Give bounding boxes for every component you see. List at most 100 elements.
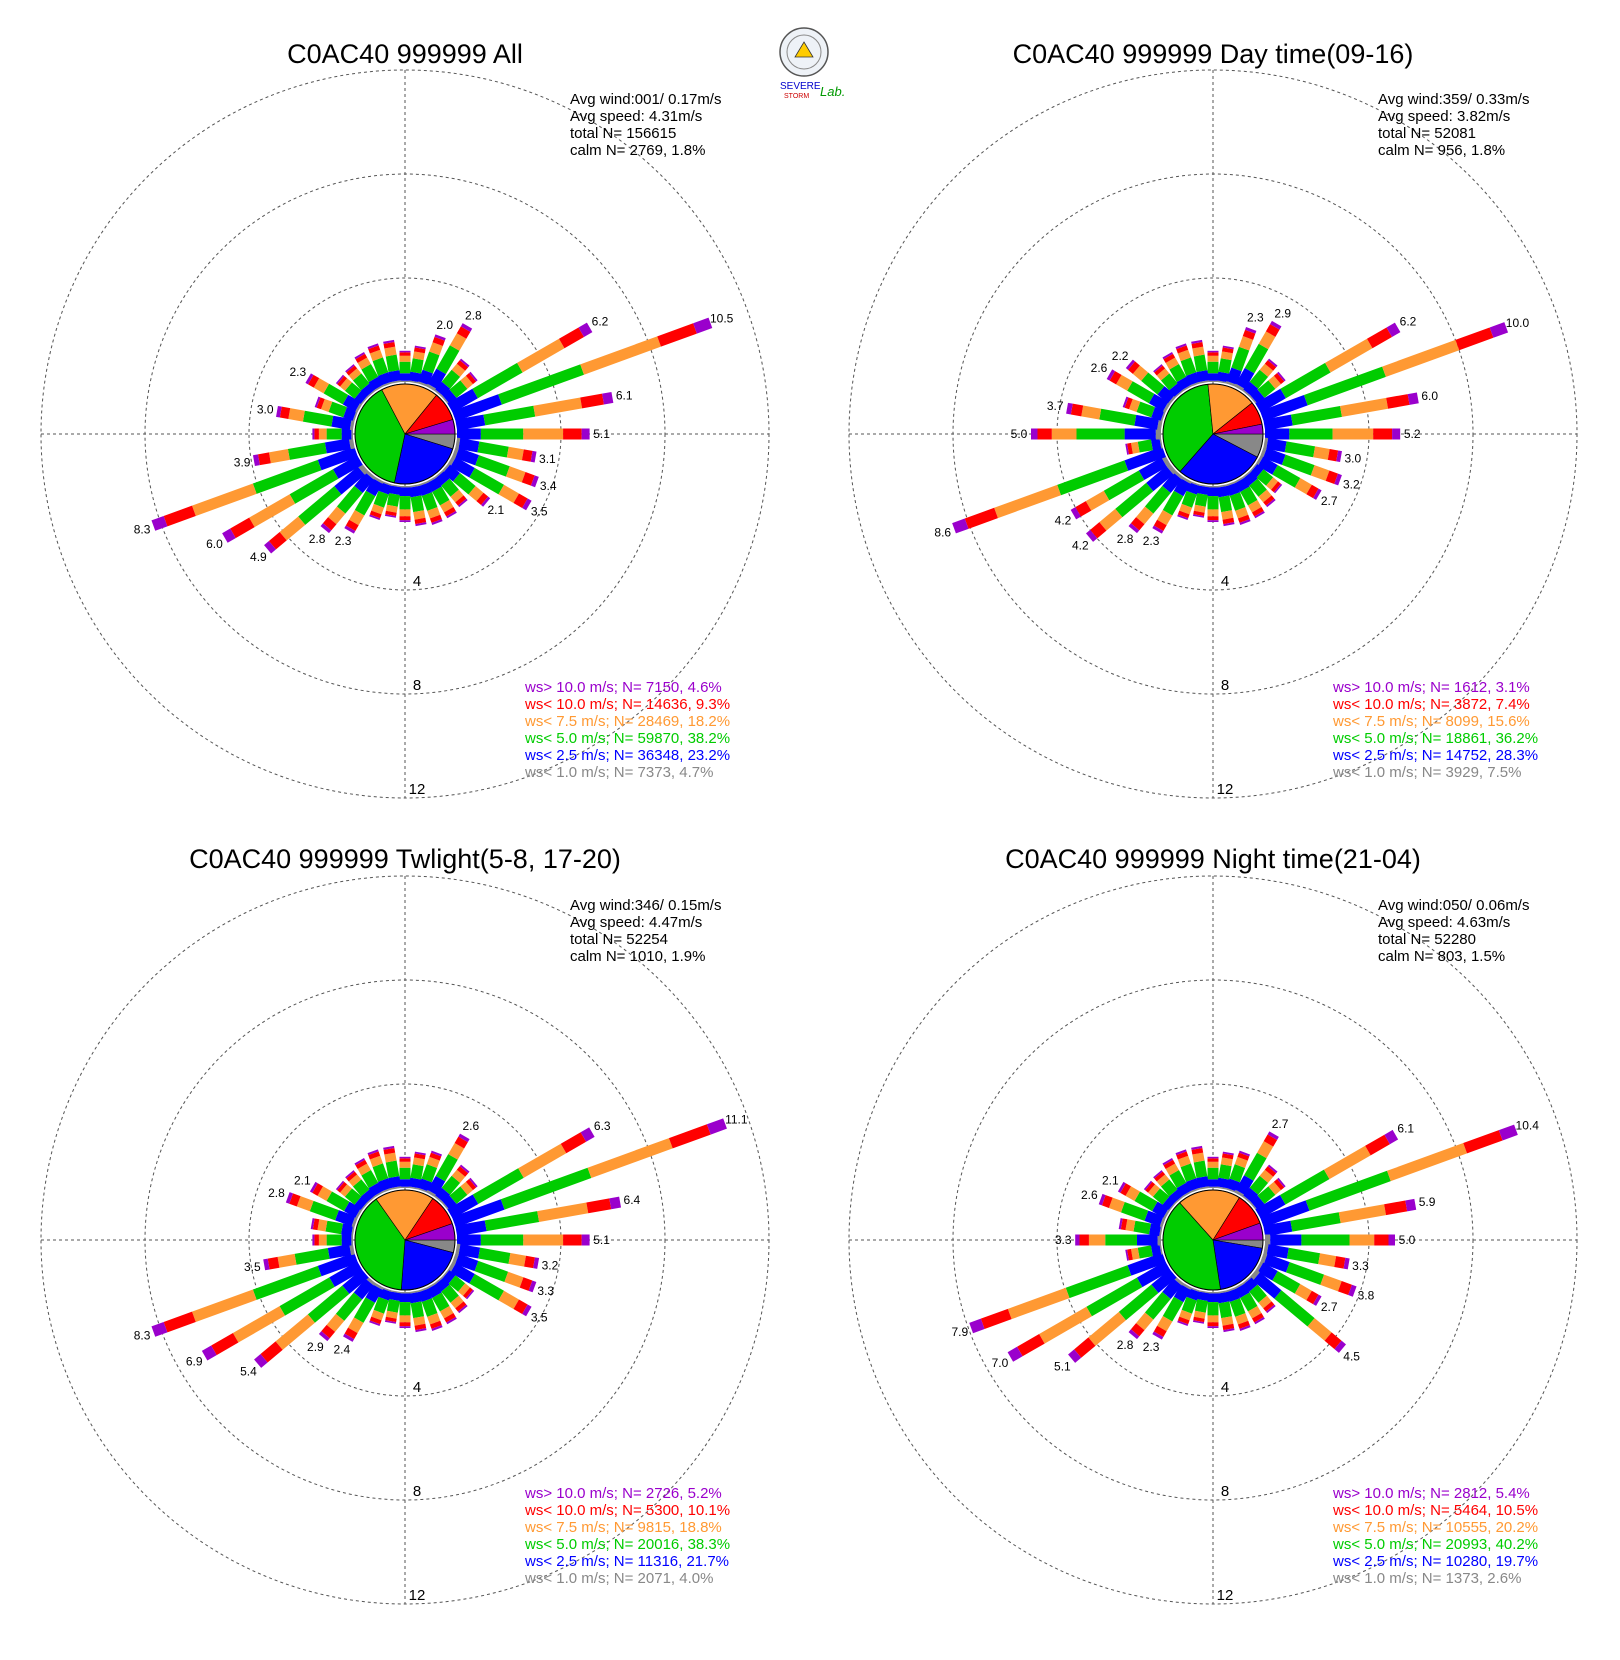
petal-segment	[412, 1157, 425, 1167]
petal-segment	[1234, 383, 1246, 392]
petal-segment	[448, 1143, 465, 1160]
petal-segment	[1249, 395, 1258, 405]
petal-segment	[474, 1260, 509, 1283]
petal-segment	[408, 1291, 422, 1304]
legend-entry-lt75: ws< 7.5 m/s; N= 28469, 18.2%	[524, 713, 730, 730]
calm-n-stat: calm N= 2769, 1.8%	[570, 142, 706, 159]
petal-segment	[435, 1187, 451, 1203]
petal-segment	[657, 323, 697, 347]
avg-wind-stat: Avg wind:050/ 0.06m/s	[1378, 897, 1529, 914]
petal-segment	[429, 342, 443, 356]
petal-segment	[279, 516, 306, 541]
petal-segment	[348, 1174, 362, 1187]
petal-segment	[454, 1136, 468, 1149]
petal-segment	[373, 490, 389, 508]
legend-entry-lt25: ws< 2.5 m/s; N= 36348, 23.2%	[524, 747, 730, 764]
petal-segment	[1266, 438, 1287, 453]
petal-segment	[1118, 1284, 1159, 1321]
petal-segment	[279, 406, 291, 420]
petal-70: 10.5	[451, 312, 734, 422]
petal-segment	[1098, 1193, 1106, 1206]
petal-segment	[326, 1191, 350, 1212]
petal-segment	[1163, 353, 1176, 363]
petal-segment	[317, 1252, 359, 1277]
legend-entry-lt75: ws< 7.5 m/s; N= 9815, 18.8%	[524, 1519, 722, 1536]
petal-segment	[355, 1159, 368, 1169]
petal-90: 5.0	[1265, 1233, 1416, 1247]
petal-segment	[1325, 338, 1373, 373]
petal-segment	[469, 467, 505, 495]
avg-wind-stat: Avg wind:346/ 0.15m/s	[570, 897, 721, 914]
petal-segment	[1405, 1198, 1417, 1212]
petal-segment	[446, 510, 457, 519]
petal-segment	[316, 397, 325, 410]
petal-segment	[285, 1192, 294, 1204]
petal-segment	[456, 1166, 469, 1177]
petal-segment	[1125, 359, 1136, 370]
petal-segment	[383, 341, 396, 349]
petal-segment	[518, 1143, 567, 1178]
petal-segment	[1273, 373, 1285, 385]
petal-segment	[1175, 1149, 1187, 1156]
legend-entry-lt5: ws< 5.0 m/s; N= 18861, 36.2%	[1332, 730, 1538, 747]
petal-segment	[519, 1277, 533, 1291]
petal-segment	[1191, 1147, 1204, 1155]
petal-segment	[446, 1316, 457, 1325]
petal-segment	[346, 365, 358, 376]
petal-label: 8.6	[934, 525, 951, 539]
petal-210: 2.3	[1143, 1282, 1192, 1354]
petal-segment	[361, 1169, 379, 1189]
petal-segment	[1237, 1152, 1250, 1161]
petal-segment	[1074, 1337, 1096, 1358]
petal-segment	[1169, 1189, 1183, 1203]
petal-280	[310, 1218, 355, 1237]
petal-segment	[1181, 1282, 1192, 1290]
petal-segment	[365, 478, 383, 497]
petal-segment	[1161, 455, 1171, 467]
legend-entry-lt25: ws< 2.5 m/s; N= 11316, 21.7%	[524, 1553, 729, 1570]
petal-segment	[429, 1320, 442, 1329]
petal-segment	[455, 1301, 467, 1312]
petal-segment	[533, 397, 583, 417]
petal-segment	[1162, 1296, 1184, 1322]
petal-segment	[1088, 1311, 1126, 1346]
petal-160	[417, 1286, 443, 1331]
logo-text-lab: Lab.	[820, 84, 845, 99]
petal-segment	[1489, 322, 1509, 338]
logo-seal-ring	[786, 34, 822, 70]
petal-segment	[442, 1270, 456, 1284]
petal-segment	[468, 486, 484, 502]
petal-segment	[560, 1132, 587, 1154]
petal-segment	[365, 1284, 383, 1303]
petal-segment	[1247, 1306, 1262, 1319]
petal-segment	[1196, 370, 1210, 383]
petal-segment	[1263, 495, 1275, 506]
petal-segment	[323, 383, 349, 405]
petal-300: 2.6	[1091, 361, 1171, 413]
petal-segment	[1249, 369, 1269, 389]
legend-entry-lt1: ws< 1.0 m/s; N= 7373, 4.7%	[524, 764, 713, 781]
petal-segment	[1277, 371, 1286, 382]
petal-segment	[371, 503, 385, 515]
petal-segment	[483, 405, 536, 426]
petal-segment	[417, 1187, 429, 1194]
petal-segment	[344, 1188, 362, 1205]
petal-segment	[1065, 1265, 1132, 1299]
legend-entry-lt1: ws< 1.0 m/s; N= 2071, 4.0%	[524, 1570, 713, 1587]
petal-segment	[602, 392, 614, 405]
petal-segment	[586, 1198, 612, 1214]
petal-segment	[1128, 398, 1141, 413]
petal-segment	[252, 454, 260, 467]
petal-segment	[1239, 1325, 1251, 1331]
petal-segment	[384, 346, 397, 357]
petal-segment	[455, 1253, 479, 1272]
petal-label: 2.3	[1143, 1340, 1160, 1354]
petal-segment	[418, 1288, 433, 1302]
petal-segment	[980, 1308, 1012, 1329]
petal-label: 6.3	[594, 1119, 611, 1133]
petal-140	[1242, 1276, 1276, 1314]
petal-segment	[435, 471, 450, 486]
petal-label: 3.3	[1352, 1259, 1369, 1273]
petal-segment	[435, 381, 451, 397]
petal-segment	[1174, 389, 1184, 398]
